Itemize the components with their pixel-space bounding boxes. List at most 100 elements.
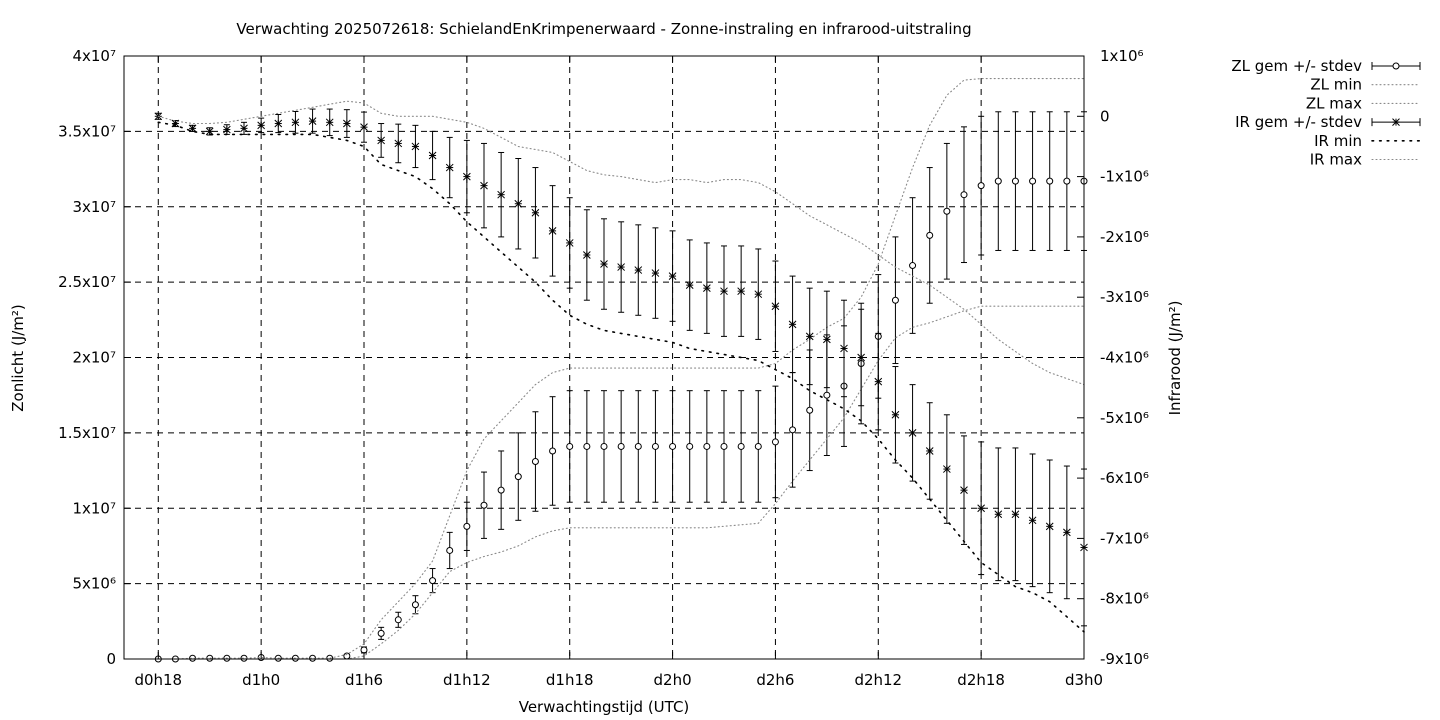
star-stroke — [908, 429, 917, 437]
data-point — [531, 458, 539, 466]
star-stroke — [600, 260, 608, 268]
legend-marker — [1392, 62, 1400, 70]
star-point — [411, 142, 420, 151]
legend-label: IR max — [1310, 151, 1362, 169]
star-point — [223, 125, 231, 134]
data-point — [1011, 177, 1019, 185]
star-point — [651, 269, 660, 277]
star-point — [514, 199, 523, 208]
star-point — [583, 251, 591, 259]
star-stroke — [634, 266, 643, 274]
star-point — [634, 266, 643, 274]
data-point — [343, 652, 351, 660]
data-point — [669, 442, 677, 450]
y-left-tick-label: 3.5x10⁷ — [58, 122, 116, 140]
data-point — [806, 406, 814, 414]
data-point — [429, 577, 437, 585]
star-stroke — [463, 172, 471, 181]
y-right-tick-label: -8x10⁶ — [1100, 590, 1149, 608]
star-point — [480, 181, 488, 190]
star-point — [1011, 510, 1020, 519]
series-line — [157, 78, 1085, 660]
x-tick-label: d0h18 — [134, 671, 182, 689]
data-point — [463, 522, 471, 530]
star-stroke — [771, 302, 780, 311]
star-stroke — [240, 124, 248, 133]
star-stroke — [754, 290, 763, 299]
star-point — [343, 119, 351, 128]
y-left-tick-label: 1x10⁷ — [72, 499, 116, 517]
star-stroke — [377, 136, 385, 145]
x-axis-label: Verwachtingstijd (UTC) — [519, 698, 690, 716]
star-point — [788, 320, 797, 329]
data-point — [583, 442, 591, 450]
series-ir-min — [157, 121, 1085, 633]
series-line — [157, 121, 1085, 633]
star-stroke — [994, 510, 1003, 519]
y-left-tick-label: 2x10⁷ — [72, 349, 116, 367]
star-point — [325, 118, 334, 127]
star-point — [994, 510, 1003, 519]
y-right-tick-label: -5x10⁶ — [1100, 409, 1149, 427]
star-point — [188, 124, 197, 133]
star-point — [445, 163, 454, 172]
data-point — [411, 601, 419, 609]
star-stroke — [394, 139, 403, 148]
star-stroke — [1045, 522, 1054, 531]
y-axis-right-label: Infrarood (J/m²) — [1166, 301, 1184, 416]
star-stroke — [1028, 516, 1037, 525]
y-right-tick-label: -3x10⁶ — [1100, 288, 1149, 306]
star-point — [274, 119, 283, 128]
star-point — [291, 118, 300, 127]
series-zl-max — [157, 78, 1085, 660]
data-point — [1063, 177, 1071, 185]
data-point — [789, 426, 797, 434]
data-point — [720, 442, 728, 450]
data-point — [943, 207, 951, 215]
star-point — [1028, 516, 1037, 525]
data-point — [446, 546, 454, 554]
y-right-tick-label: -6x10⁶ — [1100, 469, 1149, 487]
star-stroke — [325, 118, 334, 127]
star-stroke — [257, 121, 265, 130]
y-left-tick-label: 3x10⁷ — [72, 198, 116, 216]
star-point — [617, 263, 625, 271]
star-point — [531, 208, 540, 217]
data-point — [977, 182, 985, 190]
star-point — [685, 281, 694, 289]
data-point — [617, 442, 625, 450]
star-stroke — [343, 119, 351, 128]
star-stroke — [840, 344, 848, 353]
star-point — [257, 121, 265, 130]
star-stroke — [565, 239, 574, 247]
grid-lines — [124, 56, 1085, 659]
y-right-tick-label: -9x10⁶ — [1100, 650, 1149, 668]
legend-label: IR min — [1314, 132, 1362, 150]
x-tick-label: d2h0 — [654, 671, 692, 689]
legend-label: IR gem +/- stdev — [1235, 113, 1362, 131]
y-right-tick-label: -7x10⁶ — [1100, 529, 1149, 547]
star-point — [377, 136, 385, 145]
y-right-tick-label: 1x10⁶ — [1100, 47, 1144, 65]
data-point — [754, 442, 762, 450]
series-zl-gem-stdev — [154, 111, 1088, 663]
star-point — [428, 151, 437, 160]
star-stroke — [823, 335, 831, 344]
star-point — [463, 172, 471, 181]
chart-title: Verwachting 2025072618: SchielandEnKrimp… — [236, 20, 971, 38]
data-point — [686, 442, 694, 450]
series-zl-min — [157, 305, 1085, 660]
star-point — [823, 335, 831, 344]
star-stroke — [737, 287, 745, 296]
star-stroke — [1011, 510, 1020, 519]
star-stroke — [428, 151, 437, 160]
star-stroke — [874, 377, 883, 386]
y-left-tick-label: 5x10⁶ — [72, 575, 116, 593]
x-tick-label: d1h18 — [546, 671, 594, 689]
star-stroke — [943, 465, 951, 473]
star-stroke — [291, 118, 300, 127]
star-stroke — [223, 125, 231, 134]
star-point — [360, 123, 368, 132]
series-line — [157, 305, 1085, 660]
